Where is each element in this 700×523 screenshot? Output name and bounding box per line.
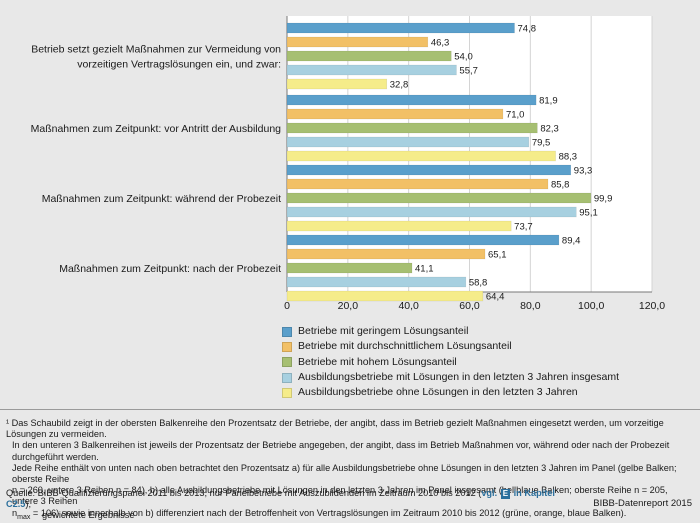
- bar-s1-c1: [286, 108, 504, 120]
- legend-item-2: Betriebe mit hohem Lösungsanteil: [282, 355, 619, 370]
- value-label-s3-c2: 95,1: [579, 208, 598, 219]
- value-label-s0-c0: 74,8: [518, 24, 537, 35]
- value-label-s0-c1: 81,9: [539, 96, 558, 107]
- footnote-line-2: In den unteren 3 Balkenreihen ist jeweil…: [12, 440, 670, 462]
- value-label-s0-c3: 89,4: [562, 236, 581, 247]
- bar-s3-c0: [286, 64, 457, 76]
- footnote: ¹ Das Schaubild zeigt in der obersten Ba…: [6, 418, 696, 523]
- category-label-2-0: Maßnahmen zum Zeitpunkt: während der Pro…: [42, 193, 281, 205]
- bar-s2-c3: [286, 262, 413, 274]
- legend-swatch-3: [282, 372, 292, 383]
- bar-s3-c1: [286, 136, 530, 148]
- bar-s1-c3: [286, 248, 486, 260]
- x-axis-ticks: 0 20,0 40,0 60,0 80,0 100,0 120,0: [284, 300, 665, 312]
- bar-s2-c2: [286, 192, 592, 204]
- x-tick-label-6: 120,0: [639, 300, 665, 312]
- bar-s3-c3: [286, 276, 467, 288]
- value-label-s2-c3: 41,1: [415, 264, 434, 275]
- value-label-s3-c0: 55,7: [459, 66, 478, 77]
- x-tick-label-0: 0: [284, 300, 290, 312]
- legend-label-0: Betriebe mit geringem Lösungsanteil: [298, 325, 469, 337]
- x-tick-label-5: 100,0: [578, 300, 604, 312]
- x-tick-label-2: 40,0: [398, 300, 419, 312]
- footnote-line-4: n = 260, untere 3 Reihen n = 84), b) all…: [12, 485, 668, 507]
- bar-s0-c0: [286, 22, 515, 34]
- footnote-line-1: ¹ Das Schaubild zeigt in der obersten Ba…: [6, 418, 664, 440]
- bar-s0-c2: [286, 164, 572, 176]
- category-label-0-1: vorzeitigen Vertragslösungen ein, und zw…: [77, 59, 281, 71]
- legend-item-4: Ausbildungsbetriebe ohne Lösungen in den…: [282, 385, 619, 400]
- footnote-line-5-text: = 106) sowie innerhalb von b) differenzi…: [30, 507, 627, 518]
- bar-chart: 74,8 81,9 93,3 89,4 46,3 71,0 85,8 65,1 54,0 82,3…: [31, 16, 665, 312]
- source-suffix: ),: [25, 499, 32, 510]
- value-label-s2-c2: 99,9: [594, 194, 613, 205]
- x-tick-label-3: 60,0: [459, 300, 480, 312]
- value-label-s4-c1: 88,3: [559, 152, 578, 163]
- category-label-3-0: Maßnahmen zum Zeitpunkt: nach der Probez…: [59, 263, 281, 275]
- source-reference-link[interactable]: vgl. E in Kapitel C2.5: [6, 488, 555, 509]
- bar-s2-c1: [286, 122, 538, 134]
- source-ref-pre: vgl.: [481, 488, 498, 498]
- value-label-s0-c2: 93,3: [574, 166, 593, 177]
- bar-s0-c1: [286, 94, 537, 106]
- footnote-line-3: Jede Reihe enthält von unten nach oben b…: [12, 462, 677, 485]
- value-label-s1-c3: 65,1: [488, 250, 507, 261]
- e-badge-icon: E: [500, 489, 511, 499]
- value-label-s3-c1: 79,5: [532, 138, 551, 149]
- value-label-s1-c1: 71,0: [506, 110, 525, 121]
- legend-item-0: Betriebe mit geringem Lösungsanteil: [282, 324, 619, 339]
- legend-label-4: Ausbildungsbetriebe ohne Lösungen in den…: [298, 386, 578, 399]
- bar-s4-c2: [286, 220, 512, 232]
- bar-s4-c1: [286, 150, 556, 162]
- bar-s1-c2: [286, 178, 549, 190]
- bar-s4-c3: [286, 290, 484, 302]
- value-label-s1-c2: 85,8: [551, 180, 570, 191]
- source: Quelle: BIBB-Qualifizierungspanel 2011 b…: [6, 488, 566, 522]
- legend-swatch-2: [282, 357, 292, 368]
- value-label-s3-c3: 58,8: [469, 278, 488, 289]
- legend-item-3: Ausbildungsbetriebe mit Lösungen in den …: [282, 370, 619, 385]
- legend-swatch-4: [282, 387, 292, 398]
- legend-label-1: Betriebe mit durchschnittlichem Lösungsa…: [298, 340, 512, 353]
- source-prefix: Quelle: BIBB-Qualifizierungspanel 2011 b…: [6, 488, 482, 498]
- chart-bars: 74,8 81,9 93,3 89,4 46,3 71,0 85,8 65,1 54,0 82,3…: [286, 22, 613, 303]
- divider: [0, 409, 700, 410]
- source-ref-post: in Kapitel C2.5: [6, 488, 555, 510]
- bar-s0-c3: [286, 234, 560, 246]
- legend: Betriebe mit geringem Lösungsanteil Betri…: [282, 324, 619, 400]
- source-line-2: gewichtete Ergebnisse: [42, 510, 135, 521]
- value-label-s2-c1: 82,3: [540, 124, 559, 135]
- bar-s4-c0: [286, 78, 388, 90]
- bar-s2-c0: [286, 50, 452, 62]
- legend-label-3: Ausbildungsbetriebe mit Lösungen in den …: [298, 370, 620, 383]
- value-label-s4-c0: 32,8: [390, 80, 409, 91]
- value-label-s4-c2: 73,7: [514, 222, 533, 233]
- legend-label-2: Betriebe mit hohem Lösungsanteil: [298, 355, 457, 368]
- category-label-1-0: Maßnahmen zum Zeitpunkt: vor Antritt der…: [31, 123, 282, 135]
- value-label-s2-c0: 54,0: [454, 52, 473, 63]
- value-label-s1-c0: 46,3: [431, 38, 450, 49]
- legend-item-1: Betriebe mit durchschnittlichem Lösungsa…: [282, 339, 619, 354]
- category-labels: Betrieb setzt gezielt Maßnahmen zur Verm…: [31, 44, 282, 276]
- category-label-0-0: Betrieb setzt gezielt Maßnahmen zur Verm…: [31, 44, 281, 56]
- credit: BIBB-Datenreport 2015: [593, 498, 692, 509]
- source-line-1: Quelle: BIBB-Qualifizierungspanel 2011 b…: [6, 488, 566, 510]
- x-tick-label-1: 20,0: [338, 300, 359, 312]
- footnote-n: n: [12, 507, 18, 518]
- bar-s3-c2: [286, 206, 577, 218]
- x-tick-label-4: 80,0: [520, 300, 541, 312]
- bar-s1-c0: [286, 36, 429, 48]
- value-label-s4-c3: 64,4: [486, 292, 505, 303]
- legend-swatch-0: [282, 326, 292, 337]
- legend-swatch-1: [282, 341, 292, 352]
